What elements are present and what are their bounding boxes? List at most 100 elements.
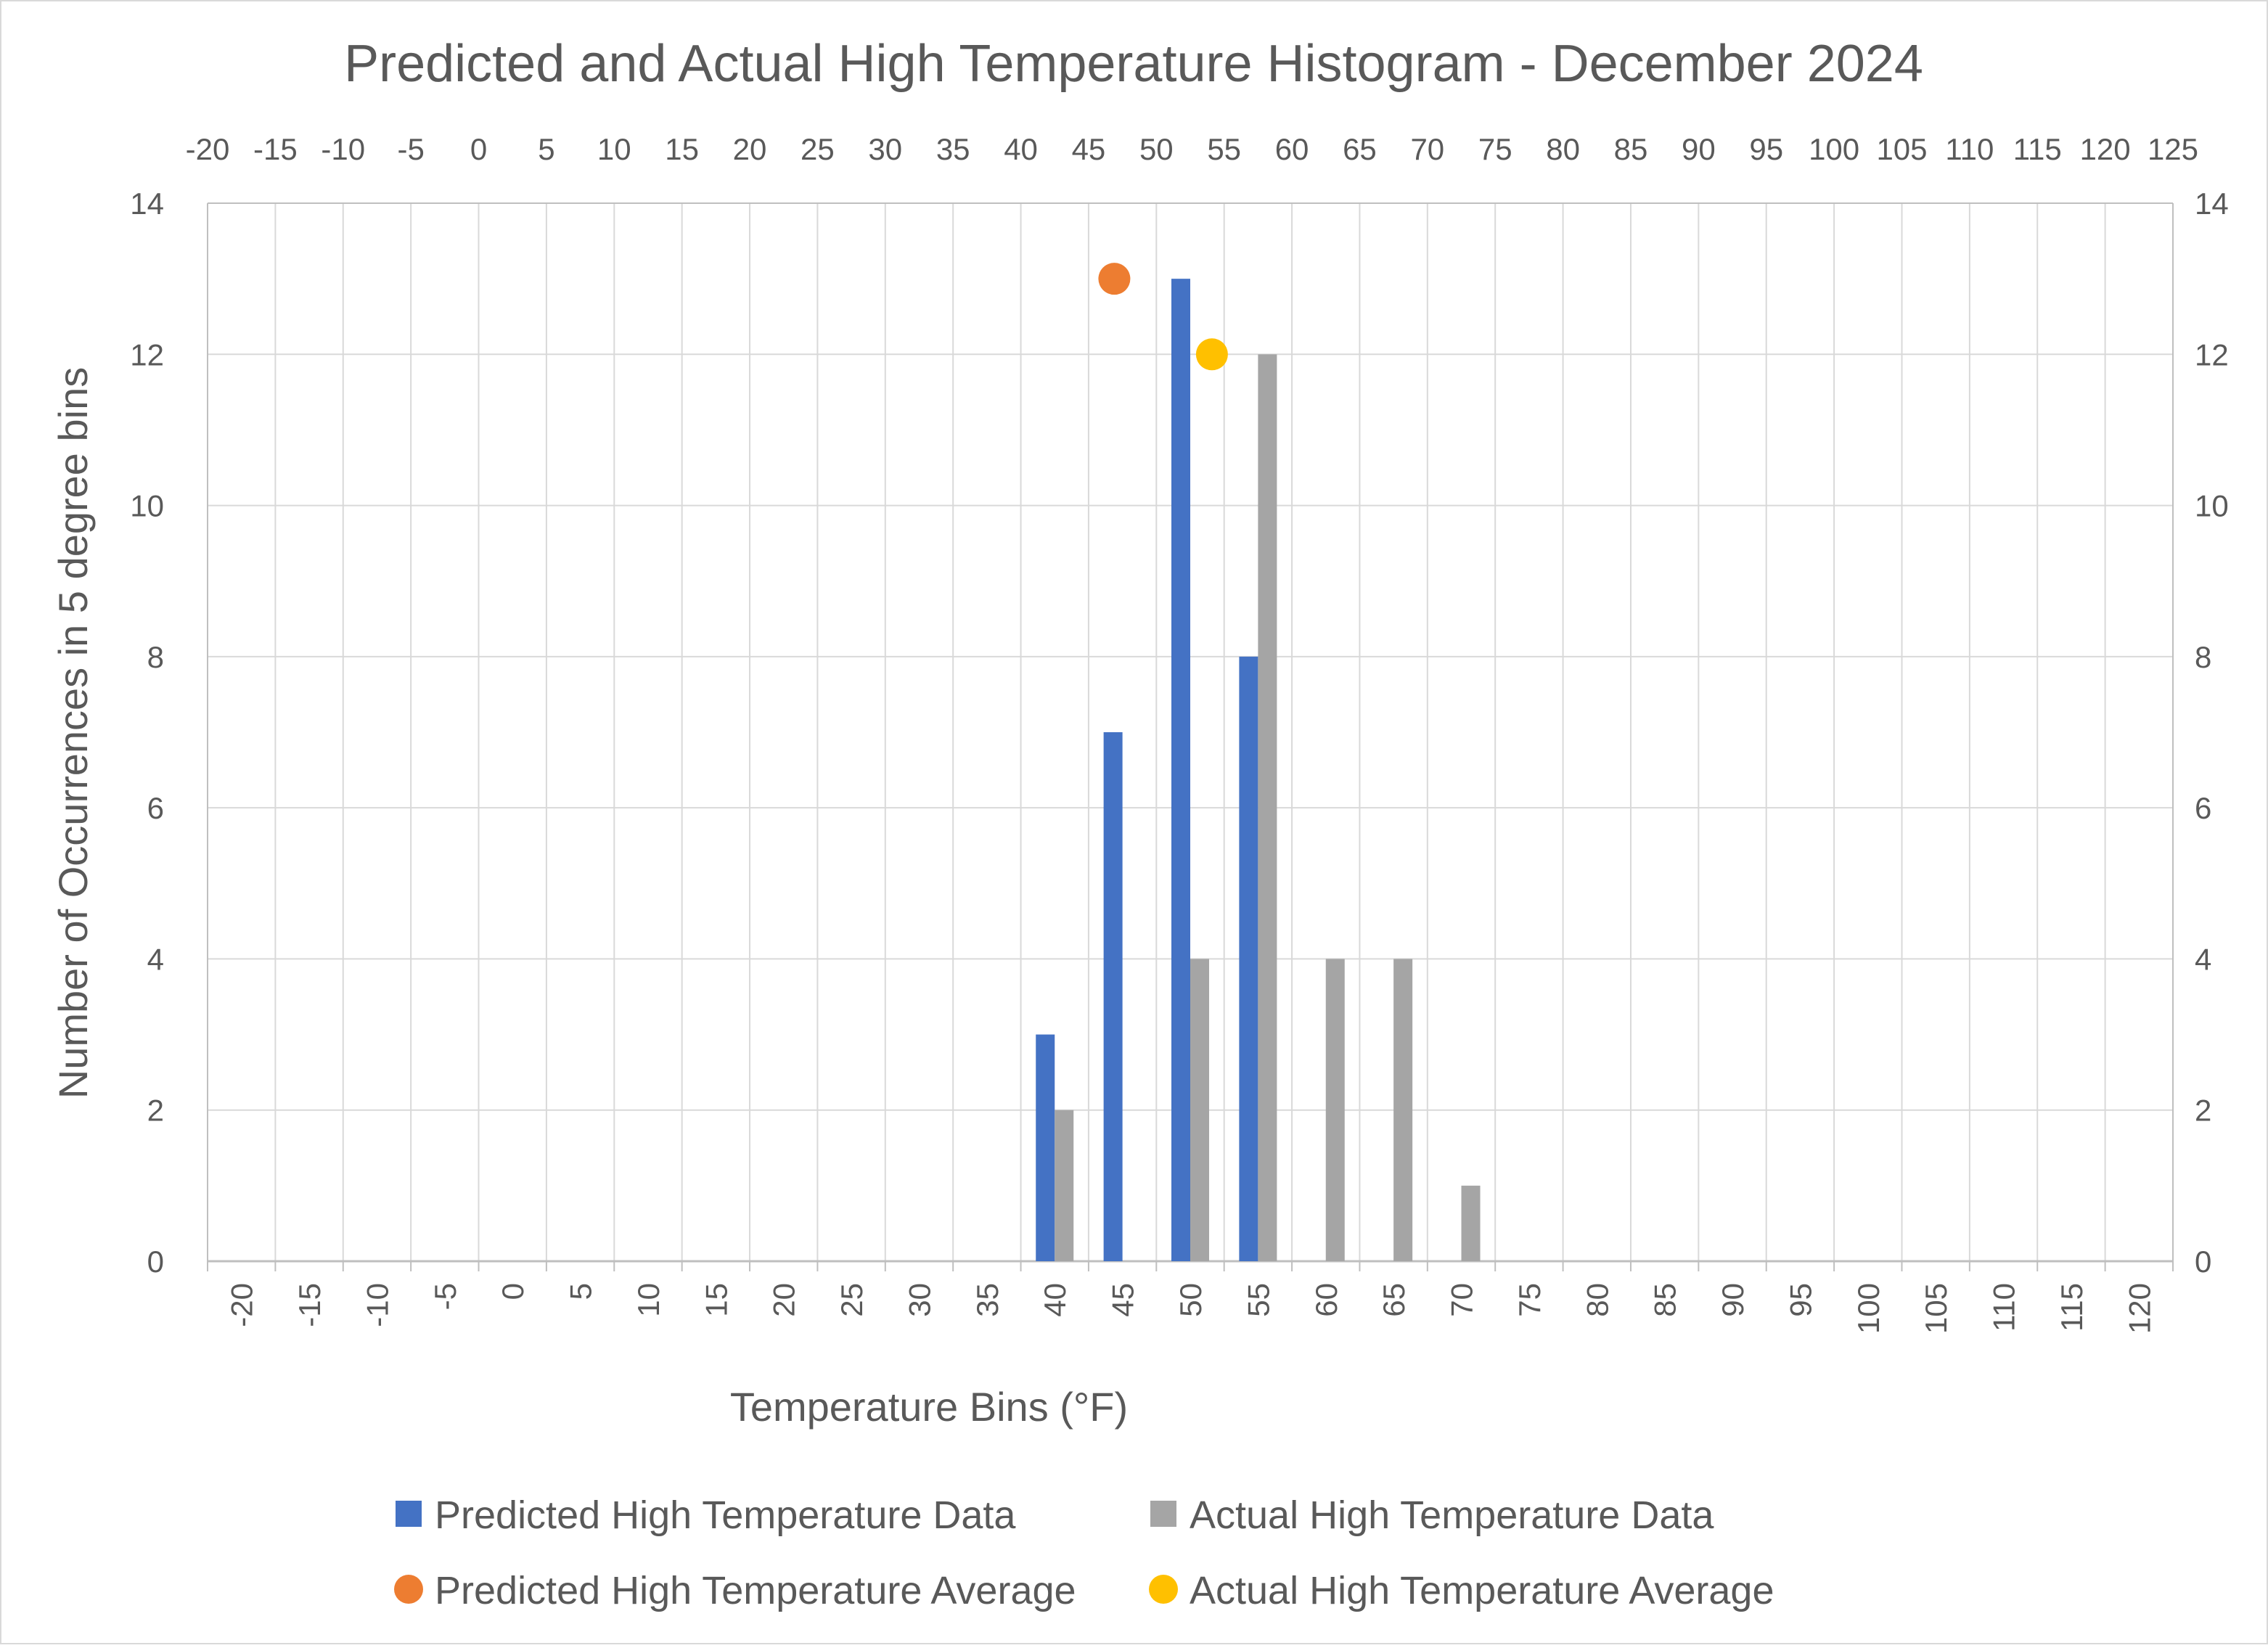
x-tick-label: 55 <box>1241 1283 1275 1317</box>
x-tick-label: 95 <box>1783 1283 1817 1317</box>
y-tick-label-left: 10 <box>130 489 164 523</box>
actual-bar <box>1055 1110 1074 1261</box>
top-x-tick-label: 60 <box>1275 132 1309 166</box>
top-x-tick-label: 10 <box>597 132 631 166</box>
x-tick-label: 10 <box>631 1283 666 1317</box>
predicted-bar <box>1036 1034 1055 1261</box>
top-x-tick-label: 0 <box>470 132 487 166</box>
y-axis-title: Number of Occurrences in 5 degree bins <box>50 367 96 1099</box>
y-tick-label-right: 2 <box>2195 1094 2211 1128</box>
y-tick-label-right: 8 <box>2195 640 2211 674</box>
top-x-tick-label: 40 <box>1004 132 1038 166</box>
top-x-tick-label: 105 <box>1876 132 1927 166</box>
x-tick-label: 115 <box>2055 1283 2089 1332</box>
top-x-tick-label: -20 <box>186 132 230 166</box>
x-tick-label: 120 <box>2122 1283 2156 1334</box>
predicted-bar <box>1103 732 1123 1261</box>
x-tick-label: 0 <box>496 1283 530 1300</box>
top-x-tick-label: 90 <box>1682 132 1716 166</box>
actual-bar <box>1461 1185 1481 1261</box>
top-x-tick-label: 35 <box>936 132 970 166</box>
legend-swatch <box>1149 1575 1178 1604</box>
x-tick-label: -10 <box>360 1283 394 1327</box>
x-tick-label: 15 <box>699 1283 733 1317</box>
top-x-tick-label: 70 <box>1410 132 1444 166</box>
top-x-tick-label: 5 <box>538 132 554 166</box>
x-tick-label: 45 <box>1106 1283 1140 1317</box>
chart-title: Predicted and Actual High Temperature Hi… <box>344 35 1923 93</box>
x-tick-label: 40 <box>1038 1283 1072 1317</box>
x-tick-label: 100 <box>1851 1283 1886 1334</box>
x-tick-label: 20 <box>767 1283 801 1317</box>
top-x-tick-label: 120 <box>2080 132 2131 166</box>
top-x-tick-label: -10 <box>321 132 365 166</box>
top-x-tick-label: 20 <box>733 132 767 166</box>
top-x-tick-label: 95 <box>1749 132 1783 166</box>
x-tick-label: 65 <box>1377 1283 1411 1317</box>
x-tick-label: 70 <box>1445 1283 1479 1317</box>
tick-labels: 0 2 4 6 8 10 12 14 0 2 4 6 8 10 12 14 -20 -15 -10 -5 0 5 10 15 2… <box>130 132 2228 1334</box>
predicted-bar <box>1171 279 1190 1262</box>
top-x-tick-label: 50 <box>1139 132 1174 166</box>
top-x-tick-label: 80 <box>1546 132 1580 166</box>
top-x-tick-label: 100 <box>1809 132 1859 166</box>
x-tick-label: 5 <box>564 1283 598 1300</box>
top-x-tick-label: 45 <box>1072 132 1106 166</box>
average-markers <box>1098 263 1228 371</box>
legend-label: Predicted High Temperature Average <box>435 1569 1076 1612</box>
top-x-tick-label: 30 <box>868 132 902 166</box>
y-tick-label-right: 10 <box>2195 489 2229 523</box>
x-tick-label: 35 <box>970 1283 1004 1317</box>
y-tick-label-left: 0 <box>147 1245 164 1279</box>
y-tick-label-right: 12 <box>2195 337 2229 372</box>
top-x-tick-label: 15 <box>665 132 699 166</box>
y-tick-label-left: 12 <box>130 337 164 372</box>
legend-label: Predicted High Temperature Data <box>435 1493 1016 1537</box>
x-tick-label: 105 <box>1919 1283 1953 1334</box>
x-tick-label: 90 <box>1716 1283 1750 1317</box>
actual-bar <box>1190 959 1209 1261</box>
actual-bar <box>1258 354 1277 1262</box>
y-tick-label-left: 6 <box>147 791 164 825</box>
x-tick-label: 75 <box>1512 1283 1547 1317</box>
x-tick-label: 25 <box>835 1283 869 1317</box>
legend-label: Actual High Temperature Data <box>1190 1493 1714 1537</box>
x-tick-label: 30 <box>902 1283 936 1317</box>
top-x-tick-label: 75 <box>1478 132 1512 166</box>
top-x-tick-label: 85 <box>1614 132 1648 166</box>
top-x-tick-label: 25 <box>801 132 835 166</box>
legend-swatch <box>394 1575 423 1604</box>
top-x-tick-label: 125 <box>2148 132 2198 166</box>
x-tick-label: 80 <box>1580 1283 1614 1317</box>
x-tick-label: -5 <box>428 1283 462 1310</box>
top-x-tick-label: 65 <box>1343 132 1377 166</box>
y-tick-label-right: 0 <box>2195 1245 2211 1279</box>
x-tick-label: -20 <box>225 1283 259 1327</box>
x-tick-label: 110 <box>1987 1283 2021 1332</box>
x-axis-title: Temperature Bins (°F) <box>730 1384 1128 1430</box>
x-tick-label: 85 <box>1648 1283 1682 1317</box>
legend-swatch <box>396 1501 422 1527</box>
top-x-tick-label: 55 <box>1207 132 1241 166</box>
top-x-tick-label: -15 <box>253 132 298 166</box>
actual-bar <box>1393 959 1413 1261</box>
predicted-bar <box>1239 656 1258 1261</box>
y-tick-label-right: 4 <box>2195 942 2211 976</box>
actual-average-marker <box>1195 338 1228 371</box>
top-x-tick-label: -5 <box>397 132 424 166</box>
y-tick-label-right: 14 <box>2195 186 2229 221</box>
legend: Predicted High Temperature Data Actual Hi… <box>394 1493 1774 1612</box>
y-tick-label-left: 8 <box>147 640 164 674</box>
top-x-tick-label: 115 <box>2013 132 2062 166</box>
x-tick-label: -15 <box>292 1283 327 1327</box>
top-x-tick-label: 110 <box>1945 132 1994 166</box>
x-tick-label: 60 <box>1309 1283 1343 1317</box>
predicted-average-marker <box>1098 263 1131 295</box>
bars <box>1036 279 1481 1262</box>
y-tick-label-right: 6 <box>2195 791 2211 825</box>
actual-bar <box>1325 959 1345 1261</box>
x-tick-label: 50 <box>1174 1283 1208 1317</box>
